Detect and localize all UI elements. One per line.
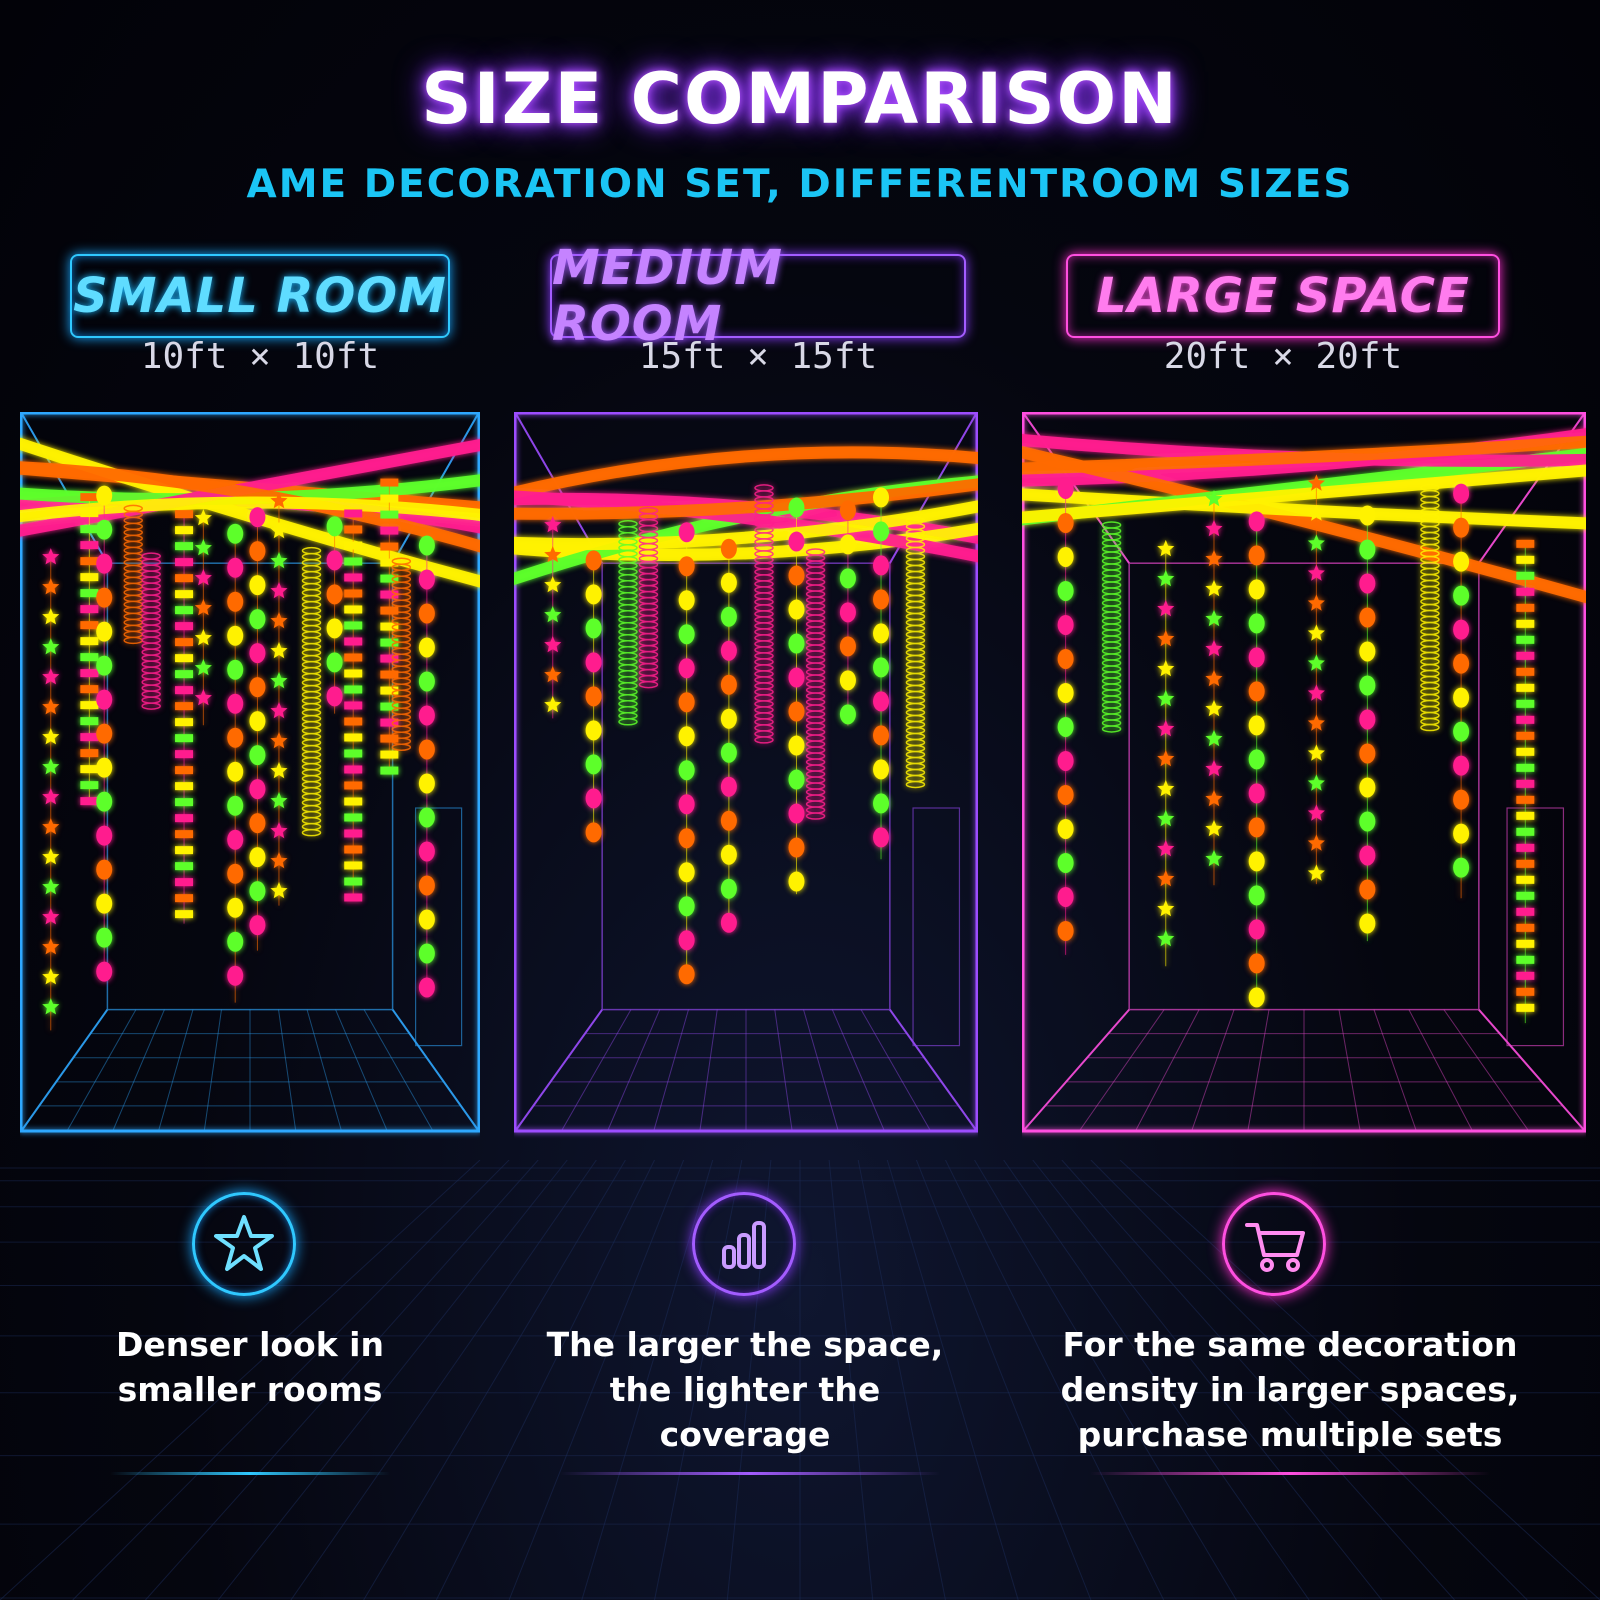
room-dimensions-large: 20ft × 20ft (1163, 336, 1403, 377)
shopping-cart-icon (1222, 1192, 1326, 1296)
divider-medium (560, 1472, 940, 1475)
room-label-medium: MEDIUM ROOM (550, 240, 966, 352)
star-icon (192, 1192, 296, 1296)
room-label-large: LARGE SPACE (1066, 254, 1500, 338)
small-room-illustration (20, 412, 480, 1133)
room-dimensions-small: 10ft × 10ft (140, 336, 380, 377)
caption-line: density in larger spaces, (1060, 1370, 1520, 1409)
caption-line: Denser look in (116, 1325, 384, 1364)
caption-medium-room: The larger the space, the lighter the co… (530, 1322, 960, 1457)
caption-line: smaller rooms (117, 1370, 383, 1409)
caption-line: For the same decoration (1062, 1325, 1518, 1364)
page-title: SIZE COMPARISON (421, 58, 1179, 140)
caption-large-room: For the same decoration density in large… (1060, 1322, 1520, 1457)
divider-small (110, 1472, 390, 1475)
caption-small-room: Denser look in smaller rooms (60, 1322, 440, 1412)
caption-line: The larger the space, (546, 1325, 944, 1364)
page-subtitle: AME DECORATION SET, DIFFERENTROOM SIZES (246, 162, 1354, 207)
room-label-small: SMALL ROOM (70, 254, 450, 338)
bar-chart-icon (692, 1192, 796, 1296)
background-floor-grid (0, 1160, 1600, 1600)
caption-line: purchase multiple sets (1077, 1415, 1503, 1454)
caption-line: the lighter the coverage (609, 1370, 881, 1454)
room-dimensions-medium: 15ft × 15ft (638, 336, 878, 377)
large-room-illustration (1022, 412, 1586, 1133)
medium-room-illustration (514, 412, 978, 1133)
divider-large (1090, 1472, 1490, 1475)
